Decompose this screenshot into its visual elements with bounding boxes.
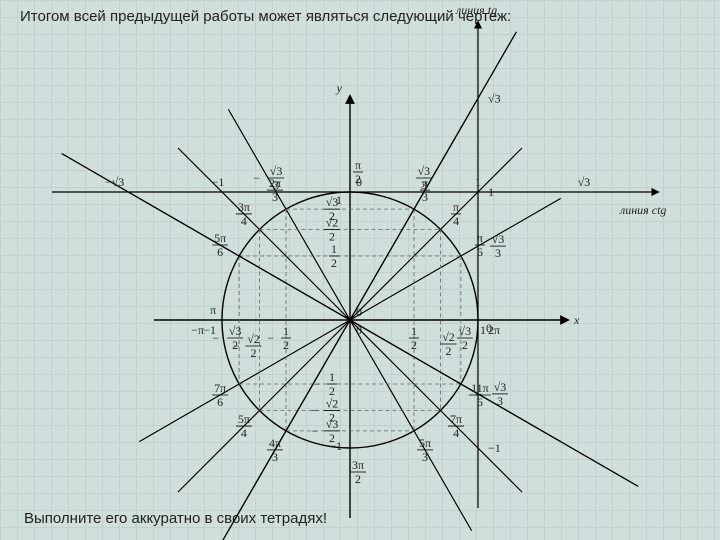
- svg-text:3: 3: [272, 450, 278, 464]
- svg-text:y: y: [336, 81, 343, 95]
- svg-text:2: 2: [232, 338, 238, 352]
- svg-text:3: 3: [495, 246, 501, 260]
- svg-text:√3: √3: [492, 232, 505, 246]
- svg-text:√2: √2: [442, 330, 455, 344]
- svg-text:6: 6: [477, 395, 483, 409]
- svg-text:3: 3: [272, 190, 278, 204]
- svg-text:π: π: [355, 158, 361, 172]
- svg-text:x: x: [573, 313, 580, 327]
- svg-text:4: 4: [453, 426, 459, 440]
- svg-text:π: π: [453, 200, 459, 214]
- svg-text:5π: 5π: [238, 412, 250, 426]
- svg-text:−1: −1: [329, 439, 342, 453]
- svg-text:√2: √2: [247, 332, 260, 346]
- svg-text:1: 1: [475, 175, 481, 189]
- svg-text:2: 2: [283, 338, 289, 352]
- svg-text:−: −: [313, 377, 320, 391]
- svg-text:6: 6: [477, 245, 483, 259]
- svg-text:−√3: −√3: [105, 175, 124, 189]
- svg-text:−: −: [253, 171, 260, 185]
- svg-text:π: π: [210, 303, 216, 317]
- svg-text:2π: 2π: [488, 323, 500, 337]
- svg-text:7π: 7π: [450, 412, 462, 426]
- svg-text:√3: √3: [494, 380, 507, 394]
- svg-text:√3: √3: [578, 175, 591, 189]
- svg-text:−: −: [267, 331, 274, 345]
- svg-text:1: 1: [336, 193, 342, 207]
- svg-text:−1: −1: [203, 323, 216, 337]
- svg-text:2: 2: [329, 229, 335, 243]
- svg-text:π: π: [422, 176, 428, 190]
- svg-text:3: 3: [422, 450, 428, 464]
- svg-text:√3: √3: [459, 324, 472, 338]
- svg-text:1: 1: [411, 324, 417, 338]
- svg-text:−: −: [311, 424, 318, 438]
- svg-text:2: 2: [250, 346, 256, 360]
- svg-text:√3: √3: [326, 417, 339, 431]
- svg-text:4: 4: [241, 214, 247, 228]
- svg-text:2: 2: [462, 338, 468, 352]
- svg-text:1: 1: [331, 242, 337, 256]
- svg-text:√3: √3: [229, 324, 242, 338]
- svg-text:−: −: [311, 404, 318, 418]
- svg-text:4: 4: [453, 214, 459, 228]
- svg-text:2: 2: [411, 338, 417, 352]
- svg-text:1: 1: [480, 323, 486, 337]
- svg-text:11π: 11π: [471, 381, 489, 395]
- svg-text:√3: √3: [488, 91, 501, 105]
- svg-text:линия ctg: линия ctg: [619, 203, 666, 217]
- svg-text:3: 3: [497, 394, 503, 408]
- svg-text:−π: −π: [191, 323, 204, 337]
- svg-text:2: 2: [331, 256, 337, 270]
- svg-text:7π: 7π: [214, 381, 226, 395]
- svg-text:−1: −1: [488, 441, 501, 455]
- diagram: xy00линия tg√31√33√33−−10линия ctg−√3−1√…: [0, 0, 720, 540]
- svg-text:4π: 4π: [269, 436, 281, 450]
- svg-text:2: 2: [446, 344, 452, 358]
- svg-text:3: 3: [422, 190, 428, 204]
- svg-text:π: π: [477, 231, 483, 245]
- svg-text:−1: −1: [212, 175, 225, 189]
- svg-text:5π: 5π: [214, 231, 226, 245]
- svg-text:4: 4: [241, 426, 247, 440]
- svg-text:линия tg: линия tg: [455, 3, 497, 17]
- svg-text:√2: √2: [326, 397, 339, 411]
- svg-text:2: 2: [329, 209, 335, 223]
- svg-text:6: 6: [217, 245, 223, 259]
- svg-text:6: 6: [217, 395, 223, 409]
- svg-text:2π: 2π: [269, 176, 281, 190]
- svg-text:1: 1: [329, 370, 335, 384]
- svg-text:3π: 3π: [238, 200, 250, 214]
- svg-text:1: 1: [283, 324, 289, 338]
- svg-text:5π: 5π: [419, 436, 431, 450]
- svg-text:2: 2: [355, 172, 361, 186]
- svg-text:2: 2: [355, 472, 361, 486]
- svg-text:3π: 3π: [352, 458, 364, 472]
